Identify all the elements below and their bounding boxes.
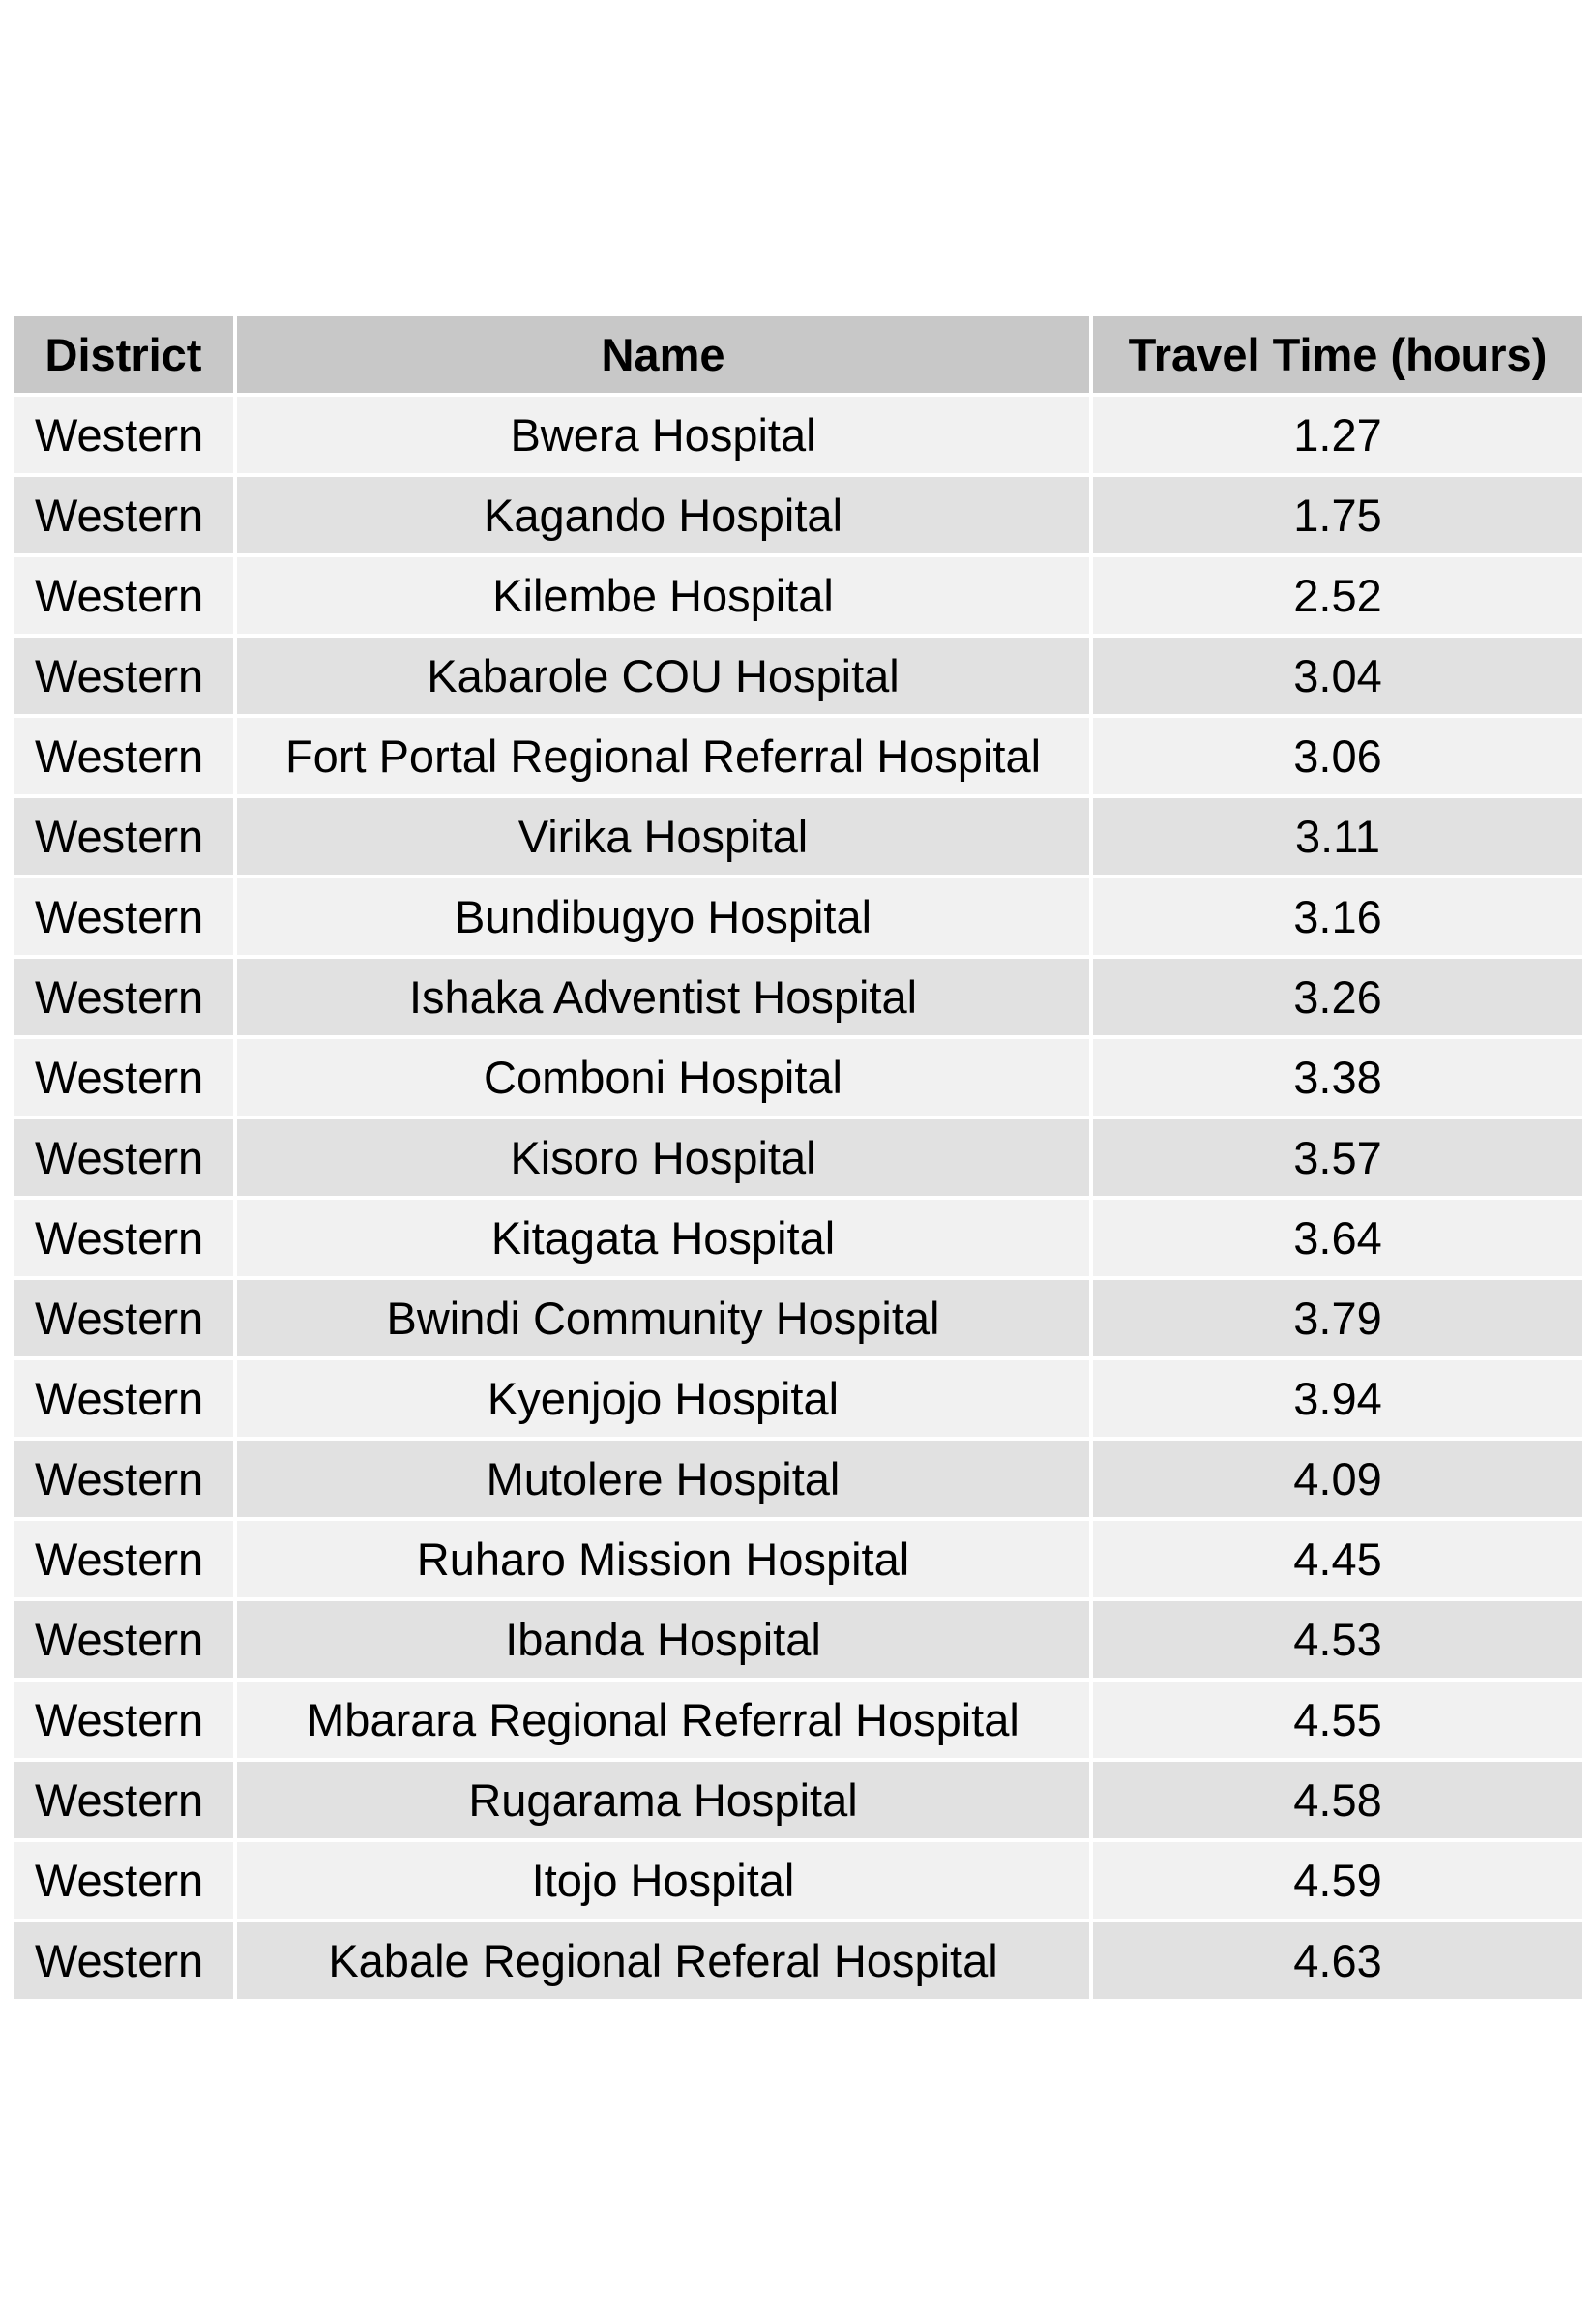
table-row: Western Mbarara Regional Referral Hospita…: [14, 1682, 1582, 1762]
table-row: Western Kyenjojo Hospital 3.94: [14, 1360, 1582, 1441]
cell-hospital-name: Kisoro Hospital: [237, 1119, 1093, 1200]
cell-district: Western: [14, 638, 237, 718]
cell-district: Western: [14, 557, 237, 638]
cell-travel-time: 4.63: [1093, 1922, 1582, 1999]
table-header-row: District Name Travel Time (hours): [14, 316, 1582, 397]
cell-hospital-name: Virika Hospital: [237, 798, 1093, 878]
cell-hospital-name: Ishaka Adventist Hospital: [237, 959, 1093, 1039]
cell-travel-time: 1.75: [1093, 477, 1582, 557]
cell-hospital-name: Ibanda Hospital: [237, 1601, 1093, 1682]
cell-travel-time: 3.94: [1093, 1360, 1582, 1441]
table-row: Western Ishaka Adventist Hospital 3.26: [14, 959, 1582, 1039]
cell-district: Western: [14, 1200, 237, 1280]
table-row: Western Kagando Hospital 1.75: [14, 477, 1582, 557]
cell-travel-time: 3.38: [1093, 1039, 1582, 1119]
cell-district: Western: [14, 1441, 237, 1521]
cell-travel-time: 3.79: [1093, 1280, 1582, 1360]
table-row: Western Bwera Hospital 1.27: [14, 397, 1582, 477]
cell-hospital-name: Bundibugyo Hospital: [237, 878, 1093, 959]
cell-district: Western: [14, 1039, 237, 1119]
cell-district: Western: [14, 477, 237, 557]
table-row: Western Itojo Hospital 4.59: [14, 1842, 1582, 1922]
cell-travel-time: 4.55: [1093, 1682, 1582, 1762]
cell-travel-time: 4.59: [1093, 1842, 1582, 1922]
cell-district: Western: [14, 1922, 237, 1999]
cell-hospital-name: Kyenjojo Hospital: [237, 1360, 1093, 1441]
table-row: Western Bundibugyo Hospital 3.16: [14, 878, 1582, 959]
cell-district: Western: [14, 798, 237, 878]
table-row: Western Kabarole COU Hospital 3.04: [14, 638, 1582, 718]
cell-district: Western: [14, 1119, 237, 1200]
cell-travel-time: 4.58: [1093, 1762, 1582, 1842]
column-header-district: District: [14, 316, 237, 397]
table-row: Western Bwindi Community Hospital 3.79: [14, 1280, 1582, 1360]
cell-district: Western: [14, 1601, 237, 1682]
cell-hospital-name: Kilembe Hospital: [237, 557, 1093, 638]
cell-district: Western: [14, 1360, 237, 1441]
cell-hospital-name: Kabarole COU Hospital: [237, 638, 1093, 718]
cell-travel-time: 2.52: [1093, 557, 1582, 638]
table-row: Western Kitagata Hospital 3.64: [14, 1200, 1582, 1280]
cell-hospital-name: Kabale Regional Referal Hospital: [237, 1922, 1093, 1999]
cell-district: Western: [14, 1521, 237, 1601]
cell-hospital-name: Kitagata Hospital: [237, 1200, 1093, 1280]
table-row: Western Kisoro Hospital 3.57: [14, 1119, 1582, 1200]
cell-district: Western: [14, 718, 237, 798]
cell-hospital-name: Itojo Hospital: [237, 1842, 1093, 1922]
table-body: Western Bwera Hospital 1.27 Western Kagando …: [14, 397, 1582, 1999]
cell-district: Western: [14, 1280, 237, 1360]
table-row: Western Fort Portal Regional Referral Hos…: [14, 718, 1582, 798]
cell-hospital-name: Fort Portal Regional Referral Hospital: [237, 718, 1093, 798]
cell-travel-time: 4.45: [1093, 1521, 1582, 1601]
cell-travel-time: 3.57: [1093, 1119, 1582, 1200]
table-row: Western Virika Hospital 3.11: [14, 798, 1582, 878]
table-row: Western Comboni Hospital 3.38: [14, 1039, 1582, 1119]
cell-travel-time: 3.16: [1093, 878, 1582, 959]
cell-travel-time: 3.04: [1093, 638, 1582, 718]
cell-travel-time: 4.09: [1093, 1441, 1582, 1521]
table-row: Western Kabale Regional Referal Hospital 4…: [14, 1922, 1582, 1999]
cell-travel-time: 3.64: [1093, 1200, 1582, 1280]
cell-district: Western: [14, 878, 237, 959]
cell-district: Western: [14, 1682, 237, 1762]
hospital-travel-time-table: District Name Travel Time (hours) Wester…: [14, 316, 1582, 1999]
cell-district: Western: [14, 1762, 237, 1842]
cell-district: Western: [14, 397, 237, 477]
cell-hospital-name: Mbarara Regional Referral Hospital: [237, 1682, 1093, 1762]
column-header-name: Name: [237, 316, 1093, 397]
table-row: Western Mutolere Hospital 4.09: [14, 1441, 1582, 1521]
table-row: Western Ibanda Hospital 4.53: [14, 1601, 1582, 1682]
cell-travel-time: 3.11: [1093, 798, 1582, 878]
table-row: Western Ruharo Mission Hospital 4.45: [14, 1521, 1582, 1601]
column-header-travel-time: Travel Time (hours): [1093, 316, 1582, 397]
cell-travel-time: 1.27: [1093, 397, 1582, 477]
cell-travel-time: 4.53: [1093, 1601, 1582, 1682]
cell-district: Western: [14, 1842, 237, 1922]
table-row: Western Kilembe Hospital 2.52: [14, 557, 1582, 638]
cell-hospital-name: Mutolere Hospital: [237, 1441, 1093, 1521]
cell-hospital-name: Comboni Hospital: [237, 1039, 1093, 1119]
cell-hospital-name: Ruharo Mission Hospital: [237, 1521, 1093, 1601]
cell-travel-time: 3.06: [1093, 718, 1582, 798]
cell-hospital-name: Bwera Hospital: [237, 397, 1093, 477]
cell-hospital-name: Bwindi Community Hospital: [237, 1280, 1093, 1360]
table-row: Western Rugarama Hospital 4.58: [14, 1762, 1582, 1842]
cell-hospital-name: Rugarama Hospital: [237, 1762, 1093, 1842]
cell-hospital-name: Kagando Hospital: [237, 477, 1093, 557]
cell-travel-time: 3.26: [1093, 959, 1582, 1039]
cell-district: Western: [14, 959, 237, 1039]
hospital-travel-time-table-container: District Name Travel Time (hours) Wester…: [14, 316, 1582, 1999]
